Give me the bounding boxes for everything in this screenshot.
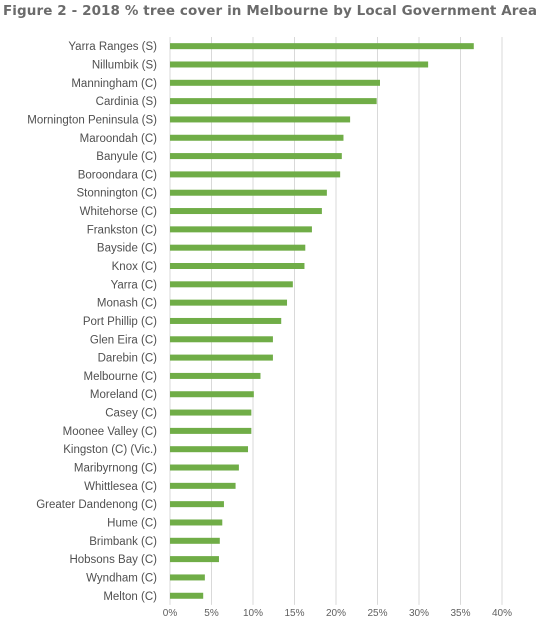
category-label: Casey (C)	[105, 408, 157, 420]
bar	[170, 43, 474, 50]
bar	[170, 299, 288, 306]
bar	[170, 189, 327, 196]
bar	[170, 317, 282, 324]
bar	[170, 263, 305, 269]
category-label: Monash (C)	[97, 298, 157, 310]
bar	[170, 116, 351, 123]
bar	[170, 427, 252, 434]
bar	[170, 372, 261, 379]
category-label: Kingston (C) (Vic.)	[63, 444, 157, 456]
category-label: Hobsons Bay (C)	[69, 554, 157, 566]
bar	[170, 98, 377, 105]
category-label: Melbourne (C)	[84, 371, 158, 383]
x-tick-label: 5%	[204, 608, 219, 619]
bar	[170, 446, 249, 453]
bar	[170, 409, 252, 416]
bar	[170, 354, 273, 361]
x-tick-label: 15%	[284, 608, 304, 619]
category-label: Stonnington (C)	[76, 188, 157, 200]
bar	[170, 482, 236, 489]
category-label: Darebin (C)	[98, 353, 158, 365]
category-label: Frankston (C)	[87, 224, 157, 236]
bar	[170, 281, 293, 288]
bar	[170, 519, 223, 526]
x-tick-label: 0%	[163, 608, 178, 619]
x-tick-label: 40%	[492, 608, 512, 619]
category-label: Moonee Valley (C)	[63, 426, 158, 438]
bar	[170, 336, 273, 343]
category-label: Manningham (C)	[71, 78, 157, 90]
bar	[170, 79, 380, 86]
category-label: Whitehorse (C)	[80, 206, 157, 218]
bar	[170, 61, 429, 68]
category-label: Nillumbik (S)	[92, 59, 157, 71]
category-label: Banyule (C)	[96, 151, 157, 163]
category-label: Maribyrnong (C)	[74, 463, 157, 475]
bar	[170, 171, 341, 178]
x-tick-label: 35%	[450, 608, 470, 619]
bar	[170, 592, 204, 599]
category-label: Whittlesea (C)	[84, 481, 157, 493]
category-label: Maroondah (C)	[80, 133, 158, 145]
category-label: Cardinia (S)	[96, 96, 158, 108]
bar	[170, 153, 342, 160]
bar	[170, 464, 239, 471]
x-tick-label: 30%	[409, 608, 429, 619]
category-label: Hume (C)	[107, 517, 157, 529]
category-label: Knox (C)	[112, 261, 158, 273]
category-label: Wyndham (C)	[86, 572, 157, 584]
x-tick-label: 20%	[326, 608, 346, 619]
x-tick-label: 10%	[243, 608, 263, 619]
category-label: Yarra Ranges (S)	[68, 41, 157, 53]
bars	[170, 43, 474, 599]
bar	[170, 226, 312, 233]
category-label: Glen Eira (C)	[90, 334, 157, 346]
bar	[170, 574, 205, 581]
category-label: Bayside (C)	[97, 243, 157, 255]
bar	[170, 244, 306, 251]
chart-title: Figure 2 - 2018 % tree cover in Melbourn…	[2, 3, 538, 19]
x-tick-label: 25%	[367, 608, 387, 619]
category-label: Mornington Peninsula (S)	[27, 114, 157, 126]
bar	[170, 208, 322, 215]
x-axis-ticks: 0% 5% 10% 15% 20% 25% 30% 35% 40%	[163, 608, 512, 619]
bar	[170, 391, 254, 398]
category-label: Yarra (C)	[111, 279, 158, 291]
bar	[170, 501, 224, 508]
category-label: Melton (C)	[103, 591, 157, 603]
bar	[170, 134, 344, 141]
category-label: Greater Dandenong (C)	[36, 499, 157, 511]
category-label: Boroondara (C)	[78, 169, 157, 181]
category-label: Brimbank (C)	[89, 536, 157, 548]
category-label: Port Phillip (C)	[83, 316, 157, 328]
category-labels: Yarra Ranges (S) Nillumbik (S) Manningham …	[27, 41, 157, 603]
bar	[170, 556, 219, 563]
bar	[170, 537, 220, 544]
category-label: Moreland (C)	[90, 389, 157, 401]
